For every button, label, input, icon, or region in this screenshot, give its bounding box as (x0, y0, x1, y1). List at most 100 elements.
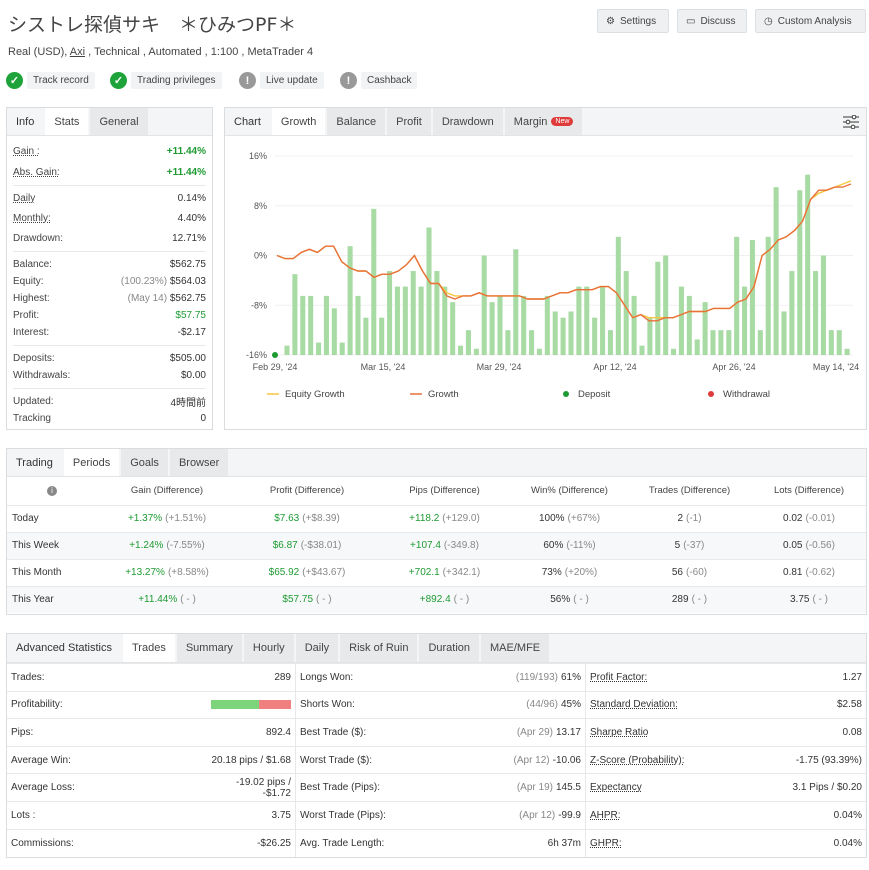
stat-number: -99.9 (558, 809, 581, 821)
tab-hourly[interactable]: Hourly (243, 634, 294, 662)
chart-settings-icon[interactable] (836, 108, 866, 135)
cell-difference: (+129.0) (442, 513, 480, 524)
chart-bar (702, 302, 708, 355)
legend-swatch (708, 391, 714, 397)
chart-bar (781, 311, 787, 355)
discuss-button[interactable]: ▭ Discuss (677, 9, 747, 33)
chart-bar (497, 295, 503, 355)
cell-difference: (-$38.01) (300, 540, 342, 551)
tab-duration[interactable]: Duration (419, 634, 480, 662)
cell-lots: 0.81 (-0.62) (752, 558, 866, 586)
tab-periods[interactable]: Periods (63, 449, 120, 476)
y-tick-label: 16% (249, 151, 267, 161)
cell-value: $7.63 (274, 513, 300, 524)
cell-difference: ( - ) (812, 594, 828, 606)
chart-bar (710, 330, 716, 355)
chart-bar (607, 330, 613, 355)
stat-label: Sharpe Ratio (585, 718, 726, 747)
custom-analysis-button[interactable]: ◷ Custom Analysis (755, 9, 866, 33)
chart-bar (576, 286, 582, 355)
table-row: Trades: 289 Longs Won: (119/193) 61% Profit F… (7, 663, 866, 692)
chart-bar (308, 295, 314, 355)
chart-bar (489, 302, 495, 355)
chart-bar (742, 286, 748, 355)
stat-note: (Apr 19) (516, 782, 553, 794)
tab-stats[interactable]: Stats (45, 108, 89, 135)
cell-difference: (-0.62) (805, 567, 835, 578)
highest-value: $562.75 (169, 293, 206, 304)
balance-value: $562.75 (169, 259, 206, 270)
info-tabs: Info Stats General (7, 108, 212, 136)
cell-difference: (-11%) (566, 540, 596, 551)
y-tick-label: 0% (254, 251, 267, 261)
profit-value: $57.75 (175, 310, 206, 321)
withdrawals-value: $0.00 (180, 370, 206, 381)
exclamation-icon: ! (340, 72, 357, 89)
chart-bar (316, 342, 322, 355)
tab-growth[interactable]: Growth (271, 108, 326, 135)
chart-bar (836, 330, 842, 355)
stat-value: 289 (207, 663, 296, 692)
cell-difference: (-1) (686, 513, 702, 524)
cell-value: 60% (543, 540, 564, 551)
chart-bar (797, 190, 803, 355)
broker-link[interactable]: Axi (69, 46, 86, 58)
monthly-value: 4.40% (177, 213, 206, 224)
y-tick-label: 8% (254, 201, 267, 211)
stat-value: 0.04% (725, 800, 866, 830)
badge-trading-privileges[interactable]: ✓ Trading privileges (110, 71, 222, 90)
stat-label: Expectancy (585, 773, 726, 802)
tab-summary[interactable]: Summary (176, 634, 242, 662)
cell-value: 0.81 (783, 567, 803, 578)
cell-profit: $6.87 (-$38.01) (237, 531, 377, 559)
drawdown-value: 12.71% (172, 233, 206, 244)
tab-drawdown[interactable]: Drawdown (432, 108, 503, 135)
tab-trades[interactable]: Trades (123, 634, 175, 662)
cell-value: This Year (12, 594, 54, 606)
tab-daily[interactable]: Daily (295, 634, 339, 662)
badge-track-record[interactable]: ✓ Track record (6, 71, 95, 90)
tab-profit[interactable]: Profit (387, 108, 431, 135)
badge-label: Live update (260, 72, 324, 89)
tab-general[interactable]: General (90, 108, 148, 135)
y-tick-label: -8% (251, 300, 267, 310)
cell-difference: ( - ) (573, 594, 589, 606)
chart-bar (844, 348, 850, 355)
updated-value: 4時間前 (170, 398, 206, 409)
cell-profit: $65.92 (+$43.67) (237, 558, 377, 586)
cell-win: 73% (+20%) (512, 558, 627, 586)
cell-value: $6.87 (272, 540, 298, 551)
badge-cashback[interactable]: ! Cashback (340, 71, 418, 90)
info-icon[interactable]: i (7, 477, 97, 505)
cell-value: +1.24% (129, 540, 164, 551)
withdrawals-label: Withdrawals: (13, 370, 71, 381)
chart-bar (773, 187, 779, 355)
x-tick-label: Feb 29, '24 (253, 362, 298, 372)
tab-risk-of-ruin[interactable]: Risk of Ruin (340, 634, 418, 662)
tab-goals[interactable]: Goals (121, 449, 168, 476)
chart-bar (639, 345, 645, 355)
stat-label: Average Loss: (7, 773, 207, 802)
stat-value: 3.75 (207, 800, 296, 830)
account-subtitle: Real (USD), Axi , Technical , Automated … (8, 46, 313, 58)
cell-difference: ( - ) (453, 594, 470, 606)
chart-bar (813, 271, 819, 355)
stat-label: Profitability: (7, 690, 207, 719)
tab-mae-mfe[interactable]: MAE/MFE (481, 634, 550, 662)
tab-margin[interactable]: Margin New (504, 108, 583, 135)
settings-button[interactable]: ⚙ Settings (597, 9, 669, 33)
cell-value: +1.37% (127, 513, 163, 524)
stat-label: GHPR: (585, 828, 726, 857)
chart-bar (394, 286, 400, 355)
table-row: Lots :3.75 Worst Trade (Pips): (Apr 12) -99… (7, 800, 866, 830)
chart-bar (323, 295, 329, 355)
abs-gain-label: Abs. Gain: (13, 167, 60, 178)
cell-value: 5 (674, 540, 681, 551)
badge-live-update[interactable]: ! Live update (239, 71, 324, 90)
tab-margin-label: Margin (513, 115, 548, 128)
tab-browser[interactable]: Browser (169, 449, 229, 476)
tab-balance[interactable]: Balance (327, 108, 386, 135)
cell-value: $65.92 (268, 567, 300, 578)
chart-bar (671, 348, 677, 355)
cell-difference: (-60) (686, 567, 708, 578)
